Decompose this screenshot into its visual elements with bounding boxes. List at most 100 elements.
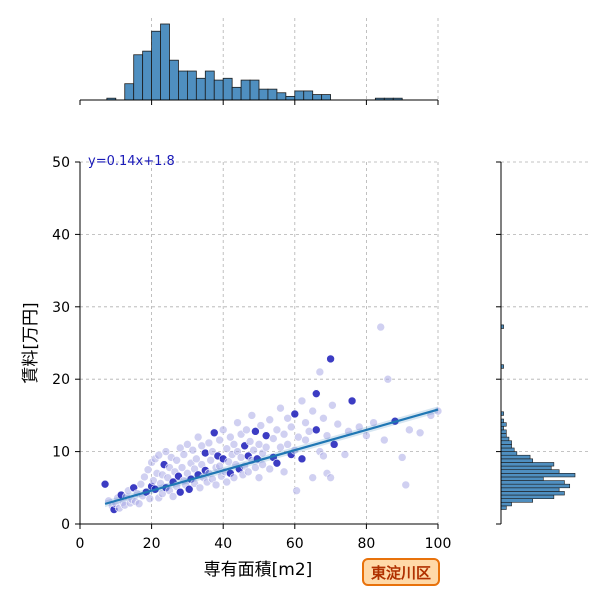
- right-histogram: [496, 161, 576, 525]
- scatter-points: [100, 322, 443, 514]
- y-tick-label: 40: [52, 227, 70, 243]
- scatter-point: [192, 454, 201, 464]
- right-histogram-bar: [500, 498, 534, 503]
- scatter-point: [286, 422, 296, 432]
- right-histogram-bar: [500, 469, 560, 474]
- scatter-point: [297, 454, 307, 464]
- scatter-point: [276, 403, 285, 413]
- region-badge: 東淀川区: [362, 558, 440, 586]
- right-histogram-bar: [500, 444, 512, 449]
- scatter-point: [177, 463, 187, 472]
- scatter-point: [401, 480, 411, 490]
- scatter-point: [311, 389, 321, 398]
- scatter-point: [265, 464, 275, 474]
- top-histogram-bar: [160, 23, 170, 101]
- top-histogram-bar: [124, 83, 135, 101]
- top-histogram-bar: [213, 79, 224, 101]
- top-histogram-bar: [240, 79, 251, 101]
- right-histogram-bar: [500, 473, 576, 478]
- scatter-point: [304, 427, 314, 436]
- scatter-point: [379, 435, 389, 445]
- scatter-point: [206, 455, 215, 465]
- regression-line: [104, 408, 439, 505]
- scatter-point: [415, 428, 425, 438]
- scatter-point: [326, 473, 335, 482]
- scatter-point: [405, 425, 414, 435]
- scatter-point: [326, 354, 335, 364]
- y-tick-label: 30: [52, 300, 70, 316]
- right-histogram-bar: [500, 476, 544, 481]
- top-histogram-bar: [178, 70, 188, 101]
- right-histogram-bar: [500, 494, 555, 499]
- right-histogram-bar: [500, 436, 510, 442]
- top-histogram-bar: [303, 90, 314, 101]
- scatter-point: [179, 450, 189, 459]
- right-histogram-bar: [500, 462, 555, 467]
- scatter-point: [294, 432, 303, 442]
- scatter-point: [247, 411, 257, 420]
- scatter-point: [229, 440, 239, 449]
- x-tick-label: 40: [214, 536, 232, 552]
- scatter-point: [369, 418, 378, 427]
- right-histogram-bar: [500, 433, 507, 438]
- scatter-point: [258, 460, 267, 469]
- scatter-point: [272, 425, 282, 435]
- y-axis-title: 賃料[万円]: [21, 302, 41, 383]
- right-histogram-bar: [500, 451, 518, 456]
- x-tick-label: 20: [143, 536, 161, 552]
- x-tick-label: 60: [286, 536, 304, 552]
- scatter-point: [269, 434, 278, 443]
- scatter-point: [172, 455, 181, 465]
- right-histogram-bar: [500, 429, 507, 434]
- x-tick-label: 80: [357, 536, 375, 552]
- scatter-point: [209, 428, 219, 438]
- scatter-point: [347, 396, 357, 406]
- scatter-point: [311, 425, 321, 435]
- scatter-point: [184, 484, 194, 494]
- scatter-point: [183, 440, 192, 449]
- top-histogram-bar: [133, 54, 144, 101]
- right-histogram-bar: [500, 447, 515, 452]
- y-tick-label: 50: [52, 155, 70, 171]
- top-histogram-bar: [249, 79, 260, 101]
- scatter-point: [243, 467, 253, 477]
- scatter-point: [261, 431, 271, 440]
- scatter-point: [175, 443, 185, 453]
- scatter-point: [290, 409, 300, 419]
- scatter-point: [279, 467, 289, 477]
- scatter-point: [100, 479, 110, 489]
- scatter-point: [329, 440, 339, 449]
- scatter-point: [222, 444, 232, 454]
- top-histogram-bar: [222, 77, 233, 101]
- top-histogram-bar: [258, 88, 269, 101]
- scatter-point: [175, 487, 185, 497]
- scatter-point: [236, 453, 246, 462]
- scatter-point: [340, 450, 350, 459]
- top-histogram-bar: [294, 90, 305, 101]
- scatter-point: [222, 477, 232, 487]
- scatter-point: [204, 438, 214, 448]
- right-histogram-bar: [500, 458, 534, 463]
- top-histogram-bar: [321, 94, 331, 101]
- scatter-point: [145, 494, 155, 503]
- top-histogram-bar: [285, 95, 296, 101]
- scatter-point: [218, 425, 228, 435]
- scatter-point: [226, 432, 235, 442]
- x-axis-title: 専有面積[m2]: [204, 560, 313, 580]
- scatter-point: [168, 492, 178, 501]
- scatter-point: [143, 465, 153, 475]
- scatter-point: [383, 374, 393, 384]
- scatter-point: [276, 442, 285, 452]
- scatter-point: [224, 457, 233, 467]
- scatter-point: [315, 367, 325, 377]
- top-histogram-bar: [276, 92, 287, 101]
- top-histogram-bar: [186, 70, 197, 101]
- scatter-point: [215, 461, 224, 471]
- right-histogram-bar: [500, 465, 552, 470]
- scatter-point: [265, 415, 275, 425]
- scatter-point: [333, 419, 343, 429]
- right-histogram-bar: [500, 491, 565, 496]
- regression-layer: [104, 406, 439, 508]
- scatter-point: [188, 445, 198, 455]
